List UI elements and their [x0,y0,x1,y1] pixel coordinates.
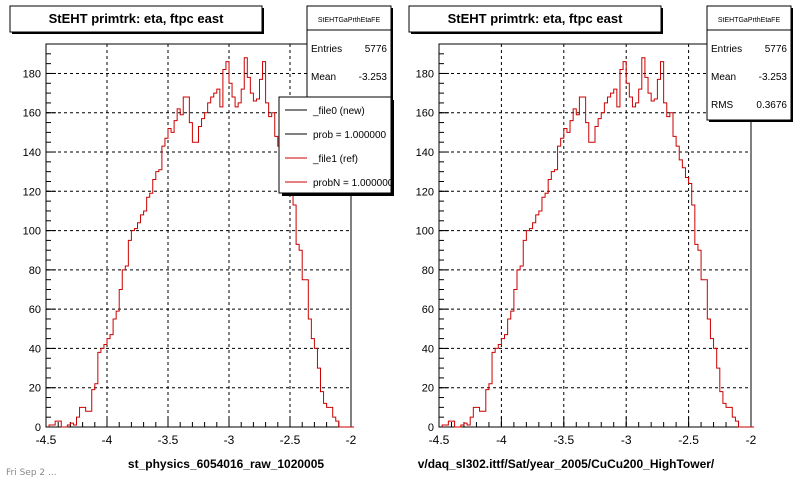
left-histogram-pad: -4.5 -4 -3.5 -3 -2.5 -2 0 20 40 60 80 100 120 140 160 1… [9,5,393,471]
chart-title: StEHT primtrk: eta, ftpc east [49,11,224,26]
y-tick-label: 60 [422,304,434,316]
y-tick-label: 0 [35,422,41,434]
x-tick-label: -4 [496,433,507,447]
y-tick-label: 100 [23,226,41,238]
x-tick-label: -3 [224,433,235,447]
stats-box [306,5,392,99]
stats-row-value: 5776 [365,44,388,55]
stats-box [706,5,792,121]
y-tick-label: 140 [416,147,434,159]
y-tick-label: 120 [23,186,41,198]
histogram-series-ref [48,57,355,428]
x-tick-label: -2 [746,433,757,447]
legend-entry-label: _file1 (ref) [312,154,358,165]
y-tick-label: 40 [29,343,41,355]
x-tick-label: -4.5 [36,433,57,447]
stats-name: StEHTGaPrthEtaFE [718,17,781,24]
x-tick-label: -3.5 [553,433,574,447]
stats-row-label: Mean [311,72,336,83]
y-tick-label: 180 [23,68,41,80]
stats-row-label: Entries [711,44,742,55]
stats-row-value: 5776 [765,44,788,55]
title-box [9,5,263,33]
x-axis-label: st_physics_6054016_raw_1020005 [128,457,324,471]
y-tick-label: 20 [422,383,434,395]
legend-box [278,96,392,194]
x-tick-label: -3 [621,433,632,447]
x-tick-label: -4.5 [429,433,450,447]
stats-row-value: 0.3676 [756,100,787,111]
legend-entry-label: _file0 (new) [312,106,365,117]
legend: _file0 (new) prob = 1.000000 _file1 (ref) p… [278,96,394,196]
y-tick-label: 140 [23,147,41,159]
stats-name: StEHTGaPrthEtaFE [318,17,381,24]
stats-row-label: RMS [711,100,734,111]
stats-row-label: Mean [711,72,736,83]
x-tick-label: -2.5 [280,433,301,447]
legend-entry-label: prob = 1.000000 [313,130,387,141]
plot-frame [438,43,752,428]
x-axis-label: v/daq_sl302.ittf/Sat/year_2005/CuCu200_H… [418,457,715,471]
chart-title: StEHT primtrk: eta, ftpc east [448,11,623,26]
x-tick-label: -2.5 [678,433,699,447]
x-tick-label: -4 [102,433,113,447]
right-histogram-pad: -4.5 -4 -3.5 -3 -2.5 -2 0 20 40 60 80 100 120 140 160 1… [408,5,793,471]
x-tick-label: -2 [346,433,357,447]
stats-row-label: Entries [311,44,342,55]
stats-row-value: -3.253 [759,72,788,83]
histogram-series-ref [441,57,755,428]
y-tick-label: 0 [428,422,434,434]
y-tick-label: 20 [29,383,41,395]
stats-row-value: -3.253 [359,72,388,83]
title-box [408,5,662,33]
y-tick-label: 40 [422,343,434,355]
y-tick-label: 160 [23,108,41,120]
y-tick-label: 80 [422,265,434,277]
y-tick-label: 160 [416,108,434,120]
y-tick-label: 180 [416,68,434,80]
y-tick-label: 80 [29,265,41,277]
y-tick-label: 120 [416,186,434,198]
legend-entry-label: probN = 1.000000 [313,178,394,189]
y-tick-label: 60 [29,304,41,316]
footer-timestamp: Fri Sep 2 ... [6,468,57,478]
y-tick-label: 100 [416,226,434,238]
x-tick-label: -3.5 [158,433,179,447]
